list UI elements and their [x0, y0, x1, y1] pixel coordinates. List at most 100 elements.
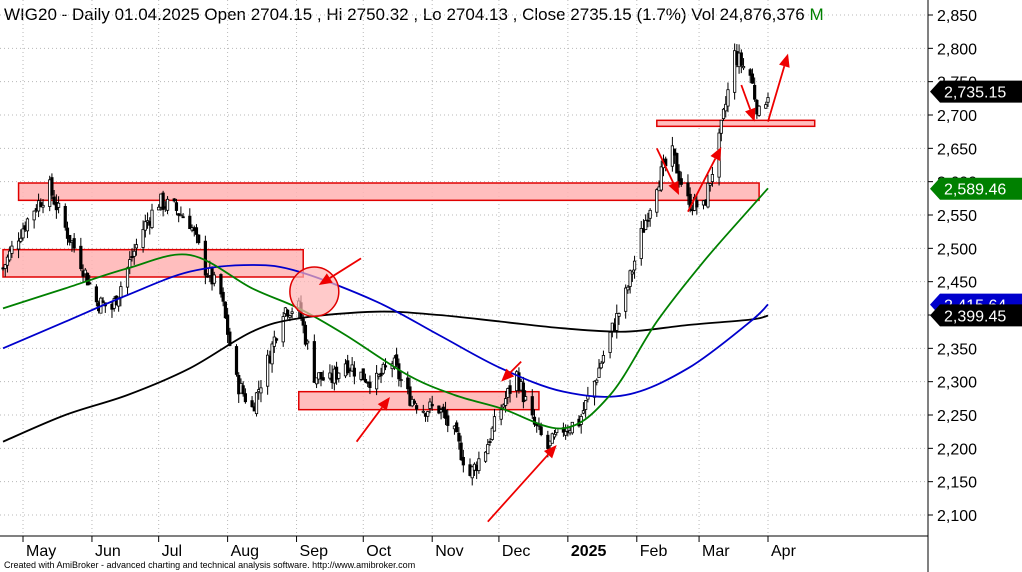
candle-body [584, 400, 588, 410]
candle-body [234, 346, 239, 375]
arrow-shaft [509, 361, 522, 374]
candle-body [101, 300, 105, 303]
candle-body [52, 196, 56, 205]
header-period: Daily [72, 5, 110, 24]
candle-body [8, 250, 12, 261]
candle-body [486, 444, 490, 455]
x-tick-label: Apr [771, 543, 797, 560]
price-badge-label: 2,735.15 [944, 85, 1006, 102]
candle-body [615, 313, 619, 331]
arrow-shaft [655, 147, 675, 184]
resistance-zone [656, 119, 816, 128]
y-tick-label: 2,550 [937, 208, 977, 225]
candle-body [65, 227, 70, 239]
candle-body [679, 178, 683, 185]
arrow-shaft [740, 84, 752, 110]
candle-body [363, 378, 368, 383]
candle-body [499, 409, 503, 420]
candle-body [85, 272, 90, 286]
candle-body [321, 377, 325, 381]
candle-body [312, 341, 316, 383]
candle-body [172, 198, 176, 202]
candle-body [733, 50, 737, 93]
header-open: 2704.15 [251, 5, 312, 24]
candle-body [570, 421, 574, 434]
candle-body [461, 456, 465, 466]
candle-body [56, 202, 61, 208]
arrow-shaft [487, 454, 549, 523]
candle-body [421, 410, 425, 413]
x-tick-label: 2025 [571, 543, 607, 560]
candle-body [288, 315, 292, 318]
price-badge [930, 177, 1022, 200]
candle-body [221, 291, 225, 302]
candle-body [223, 301, 227, 319]
arrow-head [377, 397, 390, 411]
candle-body [188, 215, 192, 230]
candle-body [83, 269, 87, 275]
candle-body [259, 387, 263, 394]
candle-body [601, 355, 606, 363]
candle-body [79, 245, 83, 270]
candle-body [130, 256, 134, 259]
arrow-head [318, 273, 333, 285]
ma-short-line [2, 187, 769, 430]
candle-body [757, 105, 761, 116]
candle-body [141, 229, 145, 248]
candle-body [281, 316, 285, 343]
candle-body [406, 377, 410, 390]
candle-body [430, 403, 434, 407]
arrow-head [710, 147, 722, 162]
candle-body [617, 313, 621, 317]
header-vol: 24,876,376 [720, 5, 805, 24]
candle-body [117, 296, 121, 307]
candle-body [695, 200, 699, 208]
resistance-zone [298, 390, 540, 411]
candle-body [301, 318, 305, 326]
candle-body [205, 275, 210, 278]
candle-body [179, 214, 183, 217]
candle-body [630, 271, 634, 275]
candle-body [368, 381, 372, 388]
candle-body [219, 274, 223, 295]
candle-body [595, 379, 599, 383]
y-tick-label: 2,850 [937, 8, 977, 25]
x-tick-label: Mar [702, 543, 730, 560]
ma-long-line [2, 310, 769, 443]
arrow-head [745, 107, 756, 122]
header-date: 01.04.2025 [115, 5, 200, 24]
candle-body [134, 244, 139, 249]
candle-body [552, 433, 557, 438]
candle-body [212, 274, 216, 284]
candle-body [455, 422, 459, 433]
candle-body [16, 240, 21, 250]
price-badges: 2,735.152,589.462,415.642,399.45 [930, 80, 1022, 327]
price-badge [930, 80, 1022, 103]
candle-body [655, 189, 659, 213]
candle-body [119, 286, 123, 299]
candle-body [710, 174, 715, 182]
candle-body [726, 89, 730, 107]
candle-body [319, 371, 323, 380]
y-tick-label: 2,650 [937, 141, 977, 158]
arrow-shaft [767, 65, 786, 122]
candle-body [530, 396, 534, 416]
candle-body [250, 400, 254, 408]
candle-body [521, 382, 525, 403]
candle-body [537, 424, 541, 427]
candle-body [303, 324, 308, 345]
candle-body [125, 267, 130, 288]
y-tick-label: 2,300 [937, 375, 977, 392]
candle-body [241, 385, 245, 395]
candle-body [197, 234, 201, 244]
candle-body [270, 343, 274, 365]
x-axis-labels: May Jun Jul Aug Sep Oct Nov Dec 2025 Feb Mar Apr [22, 536, 797, 560]
candle-body [626, 286, 630, 291]
candle-body [426, 411, 430, 417]
candle-body [492, 416, 497, 432]
candle-body [243, 393, 247, 403]
arrow-head [779, 53, 790, 68]
candle-body [672, 148, 677, 156]
candle-body [165, 198, 170, 211]
candle-body [670, 145, 674, 167]
